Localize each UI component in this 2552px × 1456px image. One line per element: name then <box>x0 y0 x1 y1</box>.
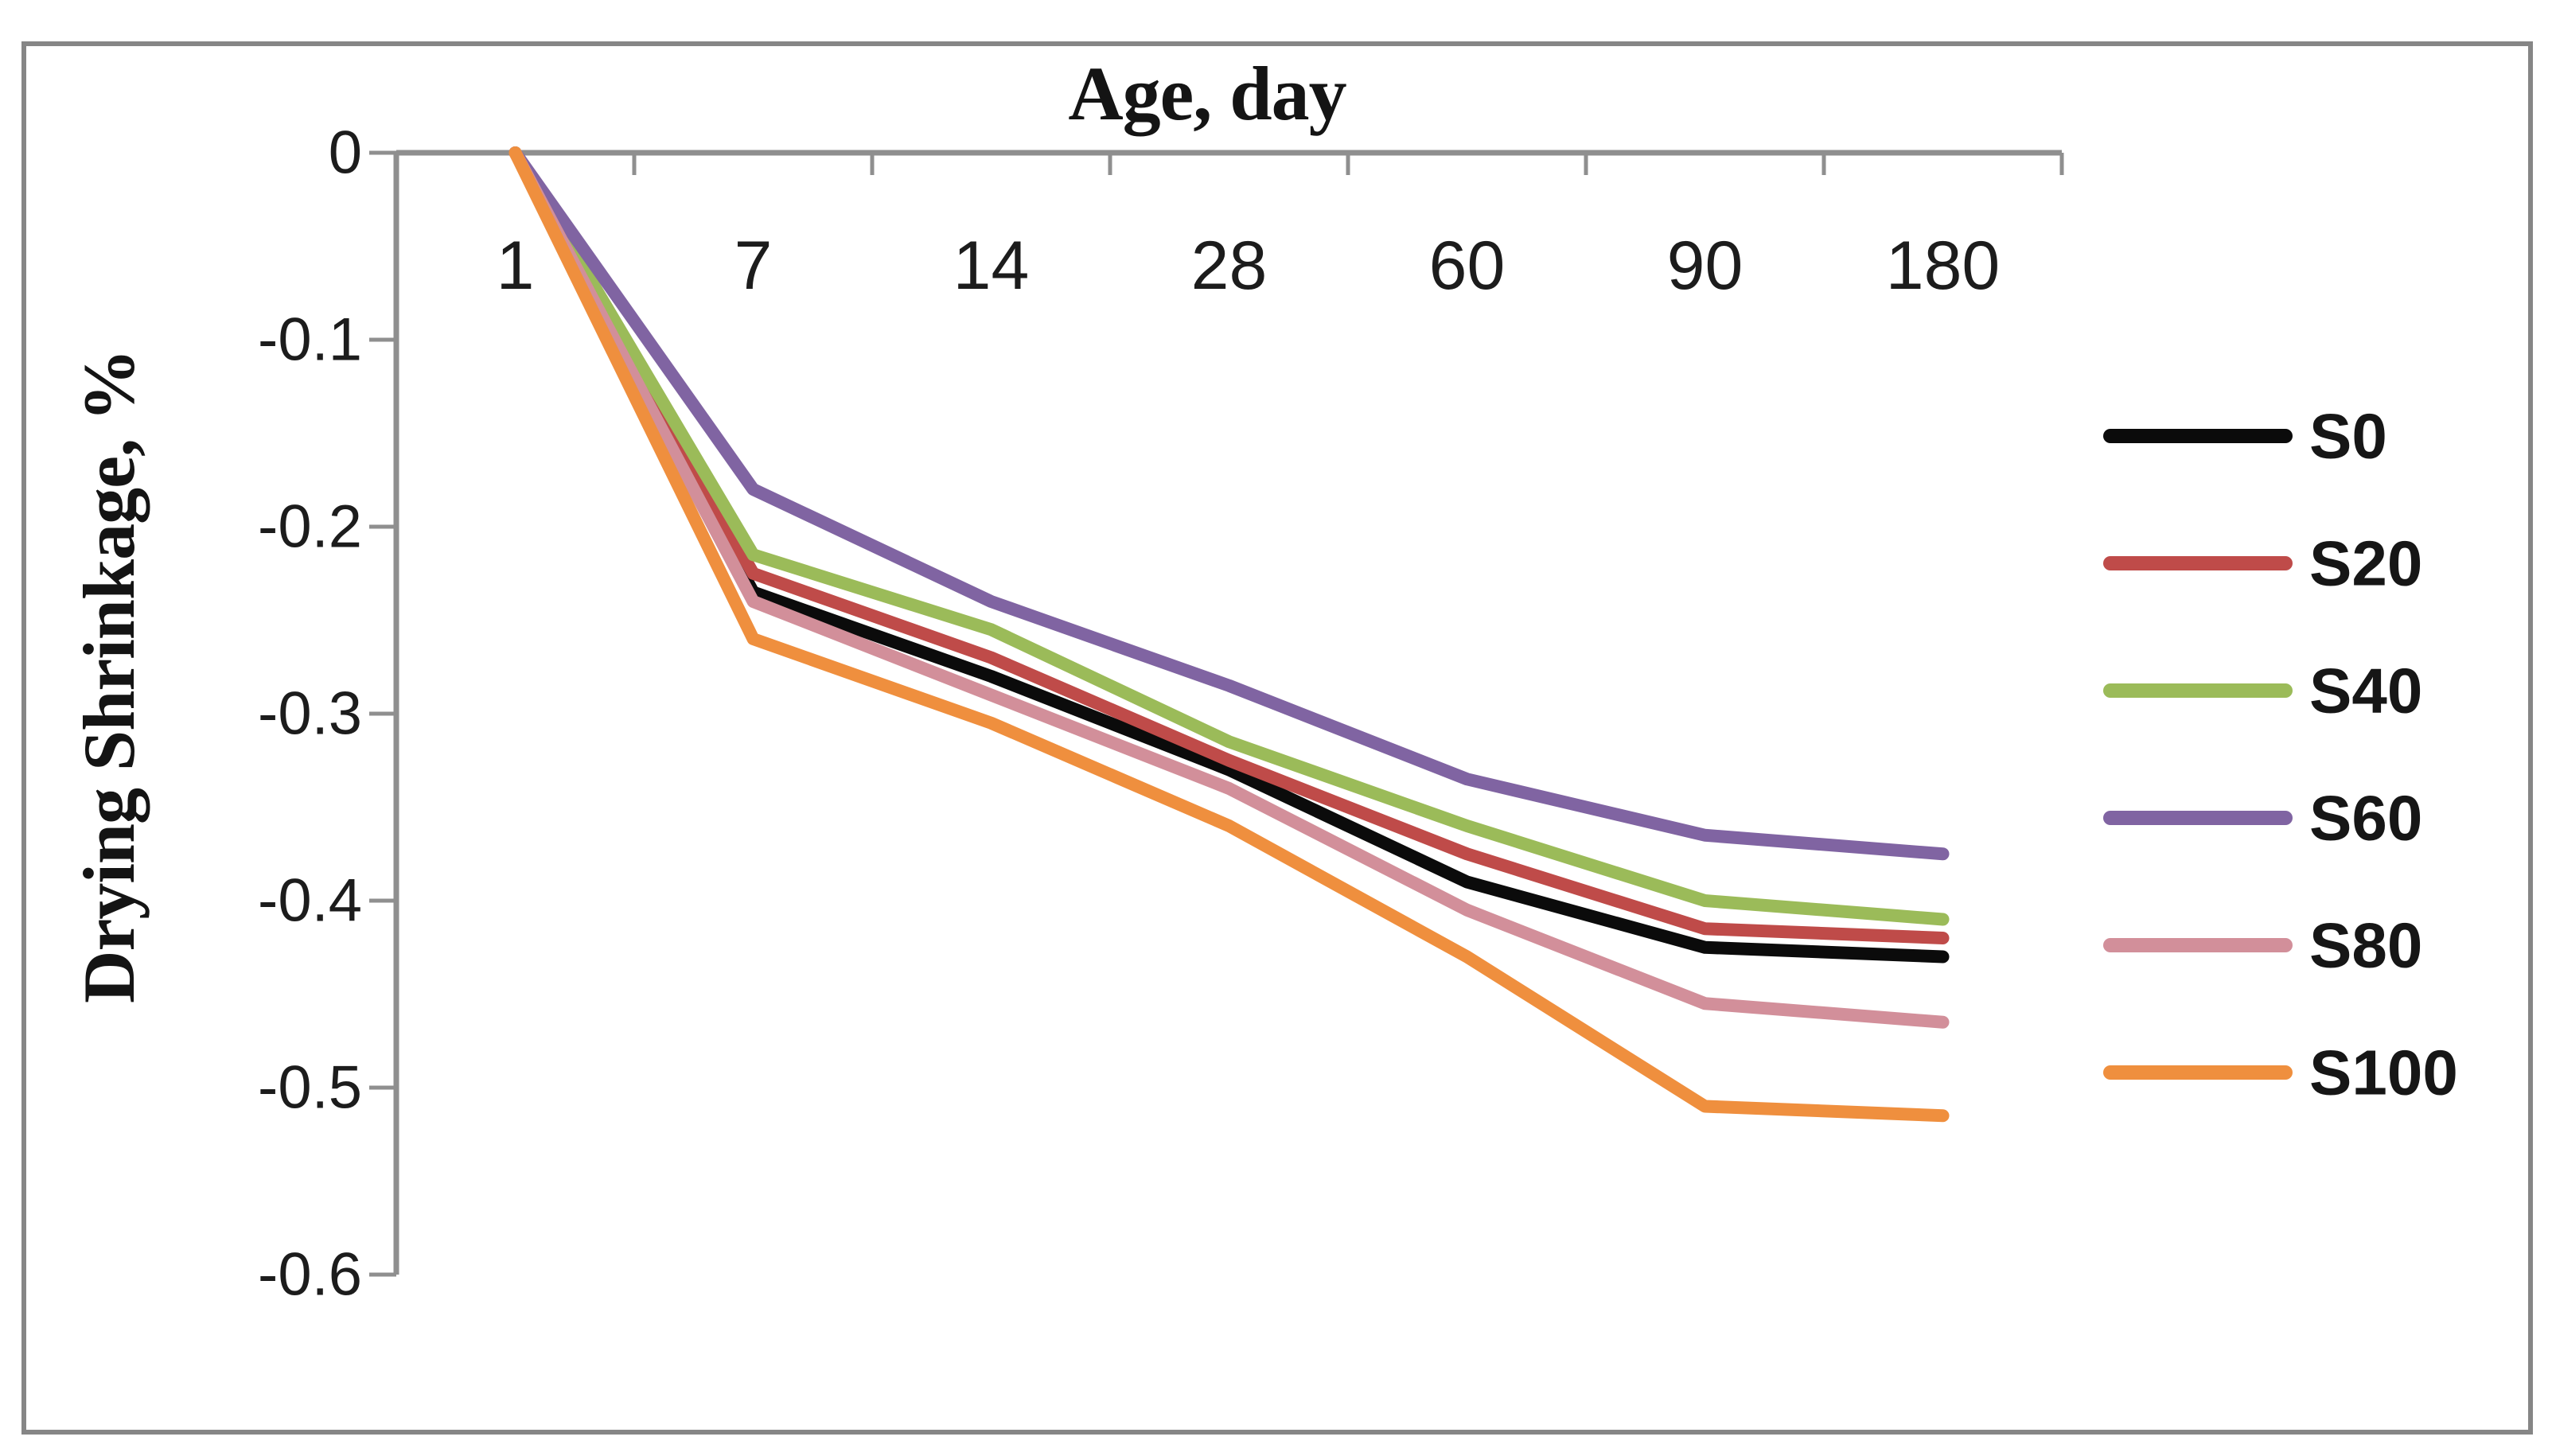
legend-item-S80: S80 <box>2103 910 2422 981</box>
y-tick-label--0.1: -0.1 <box>258 306 362 374</box>
legend-label-S0: S0 <box>2309 401 2387 472</box>
series-line-S20 <box>508 146 1950 944</box>
legend: S0 S20 S40 S60 S80 S100 <box>2103 401 2458 1108</box>
x-tick-label-7: 7 <box>734 228 773 304</box>
y-tick-label--0.2: -0.2 <box>258 493 362 561</box>
legend-item-S20: S20 <box>2103 528 2422 599</box>
y-tick-label--0.3: -0.3 <box>258 680 362 748</box>
x-tick-label-180: 180 <box>1886 228 2001 304</box>
y-tick-label-0: 0 <box>329 119 362 187</box>
x-tick-label-90: 90 <box>1667 228 1744 304</box>
legend-label-S60: S60 <box>2309 783 2422 854</box>
legend-label-S100: S100 <box>2309 1037 2458 1108</box>
chart-title: Age, day <box>1068 51 1346 136</box>
series-line-S80 <box>508 146 1950 1029</box>
figure-frame <box>21 41 2533 1435</box>
series-lines <box>508 146 1950 1123</box>
legend-item-S40: S40 <box>2103 656 2422 726</box>
x-tick-label-14: 14 <box>953 228 1030 304</box>
x-tick-label-1: 1 <box>497 228 535 304</box>
y-axis-title: Drying Shrinkage, % <box>68 349 150 1003</box>
x-tick-label-28: 28 <box>1191 228 1268 304</box>
y-tick-label--0.5: -0.5 <box>258 1054 362 1122</box>
legend-label-S20: S20 <box>2309 528 2422 599</box>
x-tick-label-60: 60 <box>1429 228 1506 304</box>
legend-item-S0: S0 <box>2103 401 2387 472</box>
tick-labels: 1 7 14 28 60 90 180 0 -0.1 -0.2 -0.3 -0.4 -0.5 -0.6 <box>258 119 2000 1309</box>
legend-item-S100: S100 <box>2103 1037 2458 1108</box>
legend-item-S60: S60 <box>2103 783 2422 854</box>
series-line-S100 <box>508 146 1950 1123</box>
series-line-S40 <box>508 146 1950 926</box>
axes <box>369 150 2064 1277</box>
legend-label-S40: S40 <box>2309 656 2422 726</box>
y-tick-label--0.4: -0.4 <box>258 867 362 935</box>
series-line-S60 <box>508 146 1950 861</box>
legend-label-S80: S80 <box>2309 910 2422 981</box>
y-tick-label--0.6: -0.6 <box>258 1241 362 1309</box>
